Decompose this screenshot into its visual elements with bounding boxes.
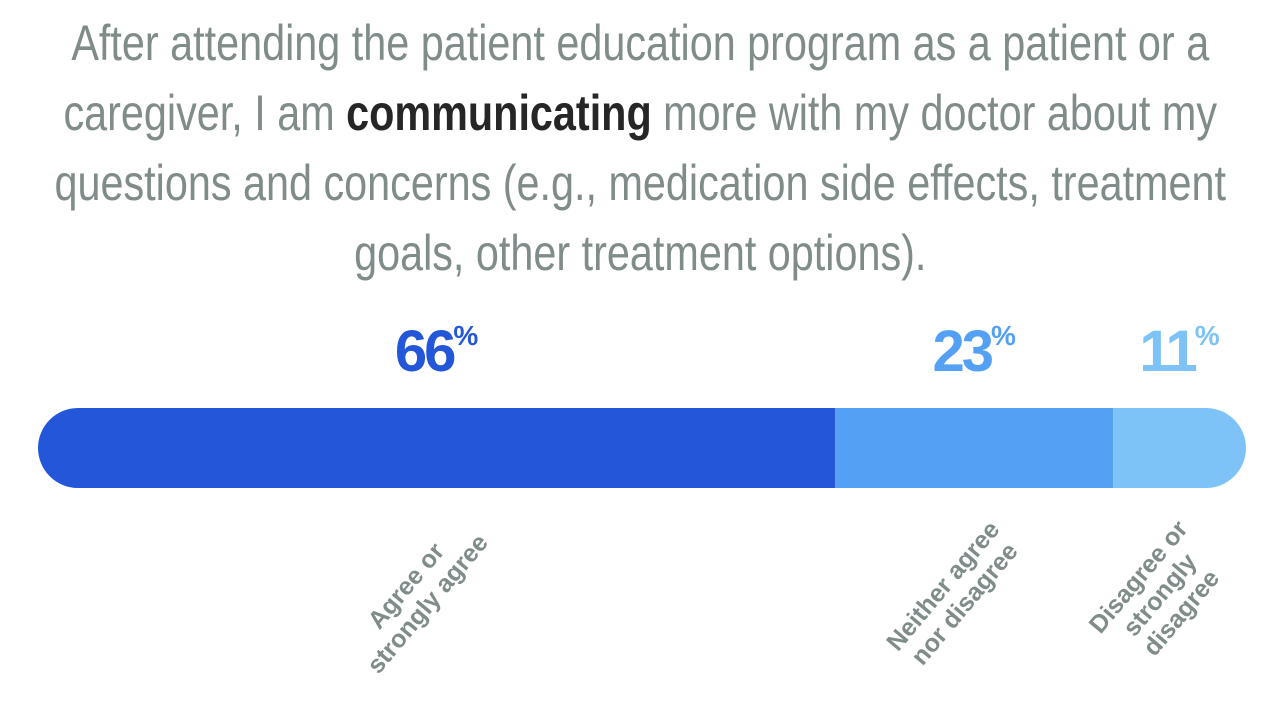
bar-segment	[1113, 408, 1246, 488]
value-label: 66%	[394, 319, 479, 384]
chart-title: After attending the patient education pr…	[20, 8, 1261, 288]
title-part: communicating	[346, 85, 652, 141]
title-part: more with my doctor about my questions a…	[54, 85, 1226, 281]
bar-segment	[38, 408, 836, 488]
value-label: 23%	[932, 319, 1016, 384]
bar-group	[38, 408, 1246, 488]
value-label: 11%	[1139, 319, 1220, 384]
title-part: After attending the patient education pr…	[63, 15, 1210, 141]
bar-segment	[835, 408, 1114, 488]
